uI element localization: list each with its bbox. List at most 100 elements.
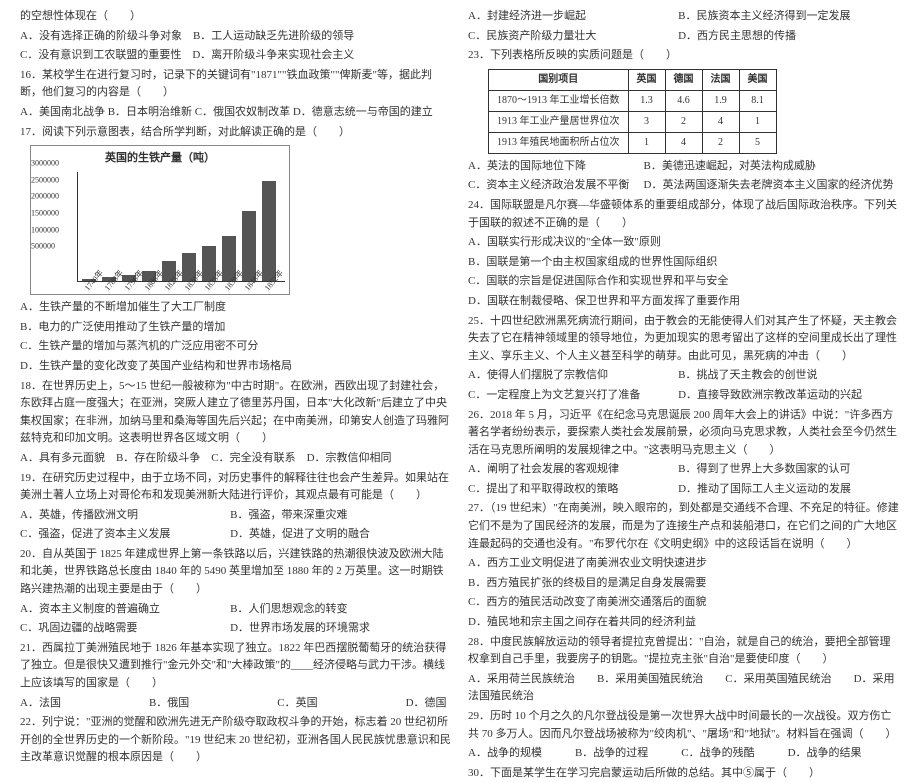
table-cell: 2 <box>665 111 702 132</box>
table-cell: 1.3 <box>628 90 665 111</box>
option-c: C．生铁产量的增加与蒸汽机的广泛应用密不可分 <box>20 338 452 356</box>
option-a: A．西方工业文明促进了南美洲农业文明快速进步 <box>468 555 900 573</box>
text-line: 30．下面是某学生在学习完启蒙运动后所做的总结。其中⑤属于（ ） <box>468 765 900 782</box>
text-line: 25．十四世纪欧洲黑死病流行期间，由于教会的无能使得人们对其产生了怀疑，天主教会… <box>468 313 900 366</box>
chart-ylabel: 500000 <box>31 241 55 254</box>
chart-ylabel: 2500000 <box>31 174 59 187</box>
option-d: D．殖民地和宗主国之间存在着共同的经济利益 <box>468 614 900 632</box>
text-line: C．民族资产阶级力量壮大 D．西方民主思想的传播 <box>468 28 900 46</box>
option-a: A．英雄，传播欧洲文明 <box>20 507 227 525</box>
text-line: C．没有意识到工农联盟的重要性 D．离开阶级斗争来实现社会主义 <box>20 47 452 65</box>
option-d: D．直接导致欧洲宗教改革运动的兴起 <box>678 389 862 401</box>
table-cell: 1913 年殖民地面积所占位次 <box>489 132 629 153</box>
option-a: A．生铁产量的不断增加催生了大工厂制度 <box>20 299 452 317</box>
text-line: 16．某校学生在进行复习时，记录下的关键词有"1871""铁血政策""俾斯麦"等… <box>20 67 452 102</box>
option-d: D．国联在制裁侵略、保卫世界和平方面发挥了重要作用 <box>468 293 900 311</box>
text-line: 27．（19 世纪末）"在南美洲，映入眼帘的，到处都是交通线不合理、不充足的特征… <box>468 500 900 553</box>
option-b: B．挑战了天主教会的创世说 <box>678 369 817 381</box>
chart-area: 1740年1788年1796年1806年1825年1830年1835年1839年… <box>77 172 285 282</box>
option-d: D．世界市场发展的环境需求 <box>230 622 370 634</box>
option-d: D．西方民主思想的传播 <box>678 30 796 42</box>
text-line: A．阐明了社会发展的客观规律 B．得到了世界上大多数国家的认可 <box>468 461 900 479</box>
option-c: C．资本主义经济政治发展不平衡 <box>468 177 641 195</box>
chart-ylabel: 1500000 <box>31 208 59 221</box>
option-b: B．西方殖民扩张的终极目的是满足自身发展需要 <box>468 575 900 593</box>
option-a: A．资本主义制度的普遍确立 <box>20 601 227 619</box>
table-cell: 4 <box>665 132 702 153</box>
option-c: C．提出了和平取得政权的策略 <box>468 481 675 499</box>
text-line: 19．在研究历史过程中，由于立场不同，对历史事件的解释往往也会产生差异。如果站在… <box>20 470 452 505</box>
text-line: 26．2018 年 5 月，习近平《在纪念马克思诞辰 200 周年大会上的讲话》… <box>468 407 900 460</box>
text-line: A．封建经济进一步崛起 B．民族资本主义经济得到一定发展 <box>468 8 900 26</box>
table-cell: 1 <box>739 111 776 132</box>
text-line: C．提出了和平取得政权的策略 D．推动了国际工人主义运动的发展 <box>468 481 900 499</box>
text-line: C．一定程度上为文艺复兴打了准备 D．直接导致欧洲宗教改革运动的兴起 <box>468 387 900 405</box>
table-header: 法国 <box>702 69 739 90</box>
data-table: 国别项目英国德国法国美国 1870～1913 年工业增长倍数1.34.61.98… <box>488 69 777 154</box>
option-c: C．一定程度上为文艺复兴打了准备 <box>468 387 675 405</box>
text-line: A．英雄，传播欧洲文明 B．强盗，带来深重灾难 <box>20 507 452 525</box>
table-cell: 3 <box>628 111 665 132</box>
text-line: A．使得人们摆脱了宗教信仰 B．挑战了天主教会的创世说 <box>468 367 900 385</box>
option-c: C．国联的宗旨是促进国际合作和实现世界和平与安全 <box>468 273 900 291</box>
table-row: 1913 年殖民地面积所占位次1425 <box>489 132 777 153</box>
option-a: A．封建经济进一步崛起 <box>468 8 675 26</box>
table-cell: 2 <box>702 132 739 153</box>
text-line: 的空想性体现在（ ） <box>20 8 452 26</box>
option-a: A．英法的国际地位下降 <box>468 158 641 176</box>
text-line: 17．阅读下列示意图表，结合所学判断，对此解读正确的是（ ） <box>20 124 452 142</box>
text-line: 24．国际联盟是凡尔赛—华盛顿体系的重要组成部分，体现了战后国际政治秩序。下列关… <box>468 197 900 232</box>
table-row: 1913 年工业产量居世界位次3241 <box>489 111 777 132</box>
option-d: D．英雄，促进了文明的融合 <box>230 528 370 540</box>
text-line: 18．在世界历史上，5～15 世纪一般被称为"中古时期"。在欧洲，西欧出现了封建… <box>20 378 452 448</box>
table-row: 1870～1913 年工业增长倍数1.34.61.98.1 <box>489 90 777 111</box>
option-b: B．得到了世界上大多数国家的认可 <box>678 463 850 475</box>
text-line: C．巩固边疆的战略需要 D．世界市场发展的环境需求 <box>20 620 452 638</box>
text-line: C．强盗，促进了资本主义发展 D．英雄，促进了文明的融合 <box>20 526 452 544</box>
table-cell: 1870～1913 年工业增长倍数 <box>489 90 629 111</box>
text-line: A．具有多元面貌 B．存在阶级斗争 C．完全没有联系 D．宗教信仰相同 <box>20 450 452 468</box>
text-line: A．资本主义制度的普遍确立 B．人们思想观念的转变 <box>20 601 452 619</box>
text-line: A．采用荷兰民族统治 B．采用美国殖民统治 C．采用英国殖民统治 D．采用法国殖… <box>468 671 900 706</box>
option-c: C．巩固边疆的战略需要 <box>20 620 227 638</box>
option-d: D．推动了国际工人主义运动的发展 <box>678 483 851 495</box>
option-a: A．阐明了社会发展的客观规律 <box>468 461 675 479</box>
option-a: A．国联实行形成决议的"全体一致"原则 <box>468 234 900 252</box>
option-b: B．人们思想观念的转变 <box>230 603 347 615</box>
table-cell: 1913 年工业产量居世界位次 <box>489 111 629 132</box>
option-b: B．民族资本主义经济得到一定发展 <box>678 10 850 22</box>
text-line: 20．自从英国于 1825 年建成世界上第一条铁路以后，兴建铁路的热潮很快波及欧… <box>20 546 452 599</box>
table-header: 英国 <box>628 69 665 90</box>
text-line: C．资本主义经济政治发展不平衡 D．英法两国逐渐失去老牌资本主义国家的经济优势 <box>468 177 900 195</box>
table-cell: 5 <box>739 132 776 153</box>
text-line: 21．西属拉丁美洲殖民地于 1826 年基本实现了独立。1822 年巴西摆脱葡萄… <box>20 640 452 693</box>
chart-ylabel: 1000000 <box>31 224 59 237</box>
option-c: C．西方的殖民活动改变了南美洲交通落后的面貌 <box>468 594 900 612</box>
chart-ylabel: 2000000 <box>31 191 59 204</box>
text-line: A．英法的国际地位下降 B．美德迅速崛起，对英法构成威胁 <box>468 158 900 176</box>
table-header: 德国 <box>665 69 702 90</box>
text-line: 23．下列表格所反映的实质问题是（ ） <box>468 47 900 65</box>
option-b: B．美德迅速崛起，对英法构成威胁 <box>644 160 816 172</box>
option-b: B．强盗，带来深重灾难 <box>230 509 347 521</box>
table-cell: 1 <box>628 132 665 153</box>
text-line: A．美国南北战争 B．日本明治维新 C．俄国农奴制改革 D．德意志统一与帝国的建… <box>20 104 452 122</box>
option-a: A．使得人们摆脱了宗教信仰 <box>468 367 675 385</box>
text-line: A．法国 B．俄国 C．英国 D．德国 <box>20 695 452 713</box>
text-line: 22．列宁说："亚洲的觉醒和欧洲先进无产阶级夺取政权斗争的开始，标志着 20 世… <box>20 714 452 767</box>
option-d: D．生铁产量的变化改变了英国产业结构和世界市场格局 <box>20 358 452 376</box>
text-line: A．战争的规模 B．战争的过程 C．战争的残酷 D．战争的结果 <box>468 745 900 763</box>
option-c: C．民族资产阶级力量壮大 <box>468 28 675 46</box>
text-line: 29．历时 10 个月之久的凡尔登战役是第一次世界大战中时间最长的一次战役。双方… <box>468 708 900 743</box>
left-column: 的空想性体现在（ ） A．没有选择正确的阶级斗争对象 B．工人运动缺乏先进阶级的… <box>12 8 460 642</box>
bar-chart: 英国的生铁产量（吨） 1740年1788年1796年1806年1825年1830… <box>30 145 290 295</box>
text-line: A．没有选择正确的阶级斗争对象 B．工人运动缺乏先进阶级的领导 <box>20 28 452 46</box>
option-c: C．强盗，促进了资本主义发展 <box>20 526 227 544</box>
option-d: D．英法两国逐渐失去老牌资本主义国家的经济优势 <box>644 179 894 191</box>
table-cell: 1.9 <box>702 90 739 111</box>
table-cell: 4.6 <box>665 90 702 111</box>
option-b: B．国联是第一个由主权国家组成的世界性国际组织 <box>468 254 900 272</box>
chart-title: 英国的生铁产量（吨） <box>35 150 285 168</box>
text-line: 28．中度民族解放运动的领导者提拉克曾提出："自治，就是自己的统治，要把全部管理… <box>468 634 900 669</box>
table-cell: 8.1 <box>739 90 776 111</box>
